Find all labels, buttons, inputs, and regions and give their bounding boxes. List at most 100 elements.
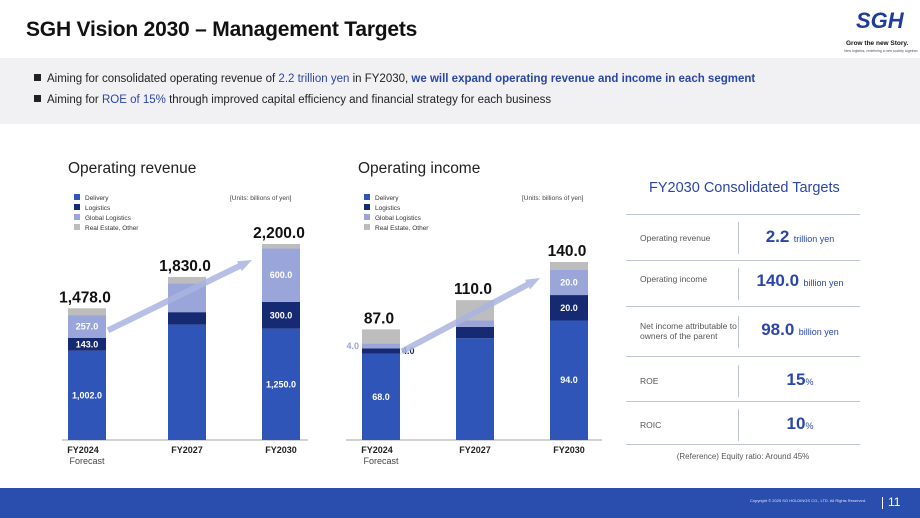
total-label: 1,830.0 — [159, 258, 211, 275]
growth-arrow — [106, 260, 252, 333]
bar-segment-delivery-fy2024 — [68, 350, 106, 440]
target-value: 98.0 billion yen — [761, 320, 839, 339]
revenue-chart-title: Operating revenue — [68, 160, 197, 177]
legend-item-logistics: Logistics — [364, 204, 428, 214]
data-label: 94.0 — [560, 375, 578, 385]
bar-segment-real-estate-other-fy2024 — [362, 329, 400, 344]
divider — [626, 260, 860, 261]
x-tick-sublabel: Forecast — [69, 456, 105, 466]
target-row-roe: ROE 15% — [626, 359, 860, 403]
target-value: 15% — [786, 370, 814, 389]
copyright: Copyright © 2025 SG HOLDINGS CO., LTD. A… — [750, 498, 867, 503]
target-label: Net income attributable to owners of the… — [640, 321, 737, 341]
divider — [626, 401, 860, 402]
bar-segment-real-estate-other-fy2024 — [68, 308, 106, 316]
footer-bar — [0, 488, 920, 518]
reference-note: (Reference) Equity ratio: Around 45% — [676, 452, 810, 461]
data-label: 20.0 — [560, 303, 578, 313]
revenue-legend: Delivery Logistics Global Logistics Real… — [74, 194, 138, 234]
bullet-revenue: Aiming for consolidated operating revenu… — [34, 73, 755, 85]
page-title: SGH Vision 2030 – Management Targets — [26, 18, 418, 41]
total-label: 2,200.0 — [253, 225, 305, 242]
x-tick-label: FY2024 — [67, 445, 99, 455]
target-label: Operating income — [640, 274, 708, 284]
page-number: 11 — [888, 495, 901, 509]
data-label: 1,250.0 — [266, 379, 296, 389]
legend-item-global-logistics: Global Logistics — [74, 214, 138, 224]
bar-segment-logistics-fy2030 — [550, 295, 588, 321]
divider — [626, 356, 860, 357]
divider — [738, 316, 739, 348]
target-label: ROE — [640, 376, 659, 386]
x-tick-label: FY2030 — [553, 445, 585, 455]
data-label: 300.0 — [270, 310, 293, 320]
total-label: 1,478.0 — [59, 289, 111, 306]
total-label: 140.0 — [548, 243, 587, 260]
income-legend: Delivery Logistics Global Logistics Real… — [364, 194, 428, 234]
x-tick-label: FY2027 — [171, 445, 203, 455]
x-tick-label: FY2024 — [361, 445, 393, 455]
bar-segment-delivery-fy2030 — [550, 320, 588, 440]
target-row-net-income: Net income attributable to owners of the… — [626, 310, 860, 354]
bar-segment-real-estate-other-fy2027 — [168, 276, 206, 284]
income-chart-title: Operating income — [358, 160, 481, 177]
data-label: 1,002.0 — [72, 390, 102, 400]
revenue-units: [Units: billions of yen] — [230, 195, 292, 202]
bar-segment-logistics-fy2027 — [456, 326, 494, 339]
bar-segment-real-estate-other-fy2030 — [262, 244, 300, 249]
data-label: 257.0 — [76, 322, 99, 332]
legend-item-delivery: Delivery — [74, 194, 138, 204]
divider — [738, 268, 739, 300]
bar-segment-delivery-fy2027 — [456, 338, 494, 440]
data-label: 600.0 — [270, 270, 293, 280]
data-label: 143.0 — [76, 339, 99, 349]
total-label: 87.0 — [364, 310, 394, 327]
bar-segment-delivery-fy2024 — [362, 353, 400, 440]
data-label: 68.0 — [372, 392, 390, 402]
divider — [882, 497, 883, 509]
bar-segment-global-logistics-fy2030 — [550, 269, 588, 296]
target-value: 140.0 billion yen — [756, 271, 844, 290]
bar-segment-delivery-fy2030 — [262, 328, 300, 440]
legend-item-real-estate: Real Estate, Other — [74, 224, 138, 234]
bar-segment-global-logistics-fy2027 — [456, 320, 494, 327]
bar-segment-global-logistics-fy2024 — [362, 343, 400, 349]
bar-segment-logistics-fy2027 — [168, 312, 206, 325]
logo-mark: SGH — [856, 8, 904, 33]
logo-subline: New logistics, redefining a new society … — [844, 49, 919, 53]
target-label: Operating revenue — [640, 233, 711, 243]
data-label: 4.0 — [346, 341, 359, 351]
x-tick-sublabel: Forecast — [363, 456, 399, 466]
total-label: 110.0 — [454, 281, 492, 298]
divider — [738, 222, 739, 254]
target-row-roic: ROIC 10% — [626, 403, 860, 447]
summary-band — [0, 58, 920, 124]
bullet-square-icon — [34, 95, 41, 102]
divider — [738, 409, 739, 441]
legend-item-delivery: Delivery — [364, 194, 428, 204]
divider — [626, 444, 860, 445]
bar-segment-global-logistics-fy2030 — [262, 248, 300, 302]
target-value: 10% — [786, 414, 814, 433]
bullet-square-icon — [34, 74, 41, 81]
bar-segment-delivery-fy2027 — [168, 324, 206, 440]
divider — [626, 214, 860, 215]
bar-segment-real-estate-other-fy2030 — [550, 262, 588, 270]
divider — [738, 365, 739, 397]
target-row-income: Operating income 140.0 billion yen — [626, 262, 860, 306]
growth-arrow — [400, 278, 540, 354]
target-value: 2.2 trillion yen — [765, 227, 835, 246]
data-label: 20.0 — [560, 277, 578, 287]
legend-item-logistics: Logistics — [74, 204, 138, 214]
divider — [626, 306, 860, 307]
bar-segment-logistics-fy2024 — [68, 337, 106, 351]
x-tick-label: FY2027 — [459, 445, 491, 455]
income-bar-chart: 68.04.04.0FY2024Forecast87.0FY2027110.09… — [346, 243, 602, 466]
target-label: ROIC — [640, 420, 662, 430]
legend-item-real-estate: Real Estate, Other — [364, 224, 428, 234]
bar-segment-logistics-fy2024 — [362, 348, 400, 354]
bar-segment-logistics-fy2030 — [262, 301, 300, 329]
targets-title: FY2030 Consolidated Targets — [649, 180, 840, 196]
target-row-revenue: Operating revenue 2.2 trillion yen — [626, 216, 860, 260]
